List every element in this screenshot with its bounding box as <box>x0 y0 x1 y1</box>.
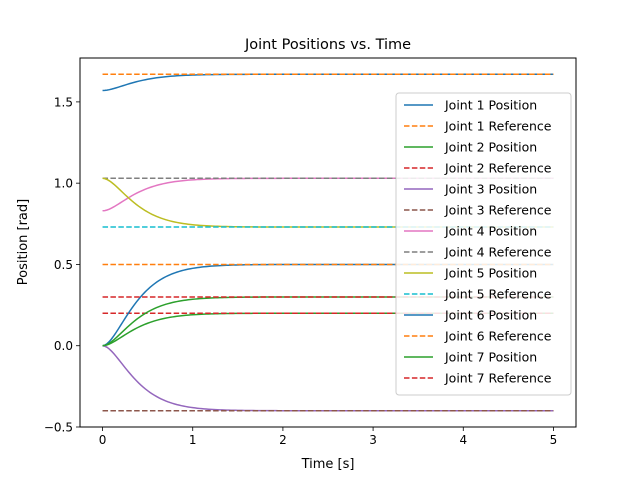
legend-label: Joint 6 Reference <box>444 329 552 344</box>
legend-label: Joint 3 Reference <box>444 203 552 218</box>
legend-label: Joint 6 Position <box>444 308 537 323</box>
x-tick-label: 4 <box>459 433 467 447</box>
legend: Joint 1 Position Joint 1 Reference Joint 2… <box>395 92 572 396</box>
chart-title: Joint Positions vs. Time <box>244 37 411 53</box>
legend-label: Joint 2 Position <box>444 140 537 155</box>
y-tick-label: 0.5 <box>54 258 73 272</box>
legend-label: Joint 4 Reference <box>444 245 552 260</box>
y-tick-label: 0.0 <box>54 339 73 353</box>
legend-label: Joint 5 Reference <box>444 287 552 302</box>
y-tick-label: −0.5 <box>44 421 73 435</box>
legend-box <box>395 92 572 396</box>
plot-frame <box>79 57 577 428</box>
y-tick-label: 1.0 <box>54 177 73 191</box>
legend-label: Joint 7 Reference <box>444 371 552 386</box>
legend-label: Joint 2 Reference <box>444 161 552 176</box>
y-tick-label: 1.5 <box>54 95 73 109</box>
legend-label: Joint 1 Reference <box>444 119 552 134</box>
x-tick-label: 1 <box>189 433 197 447</box>
x-tick-label: 2 <box>279 433 287 447</box>
y-axis-label: Position [rad] <box>16 199 31 285</box>
x-tick-label: 3 <box>369 433 377 447</box>
legend-label: Joint 3 Position <box>444 182 537 197</box>
legend-label: Joint 7 Position <box>444 350 537 365</box>
legend-label: Joint 5 Position <box>444 266 537 281</box>
legend-label: Joint 1 Position <box>444 98 537 113</box>
x-axis-ticks: 0 1 2 3 4 5 <box>99 427 558 447</box>
x-tick-label: 0 <box>99 433 107 447</box>
x-axis-label: Time [s] <box>301 457 355 472</box>
x-tick-label: 5 <box>550 433 558 447</box>
legend-label: Joint 4 Position <box>444 224 537 239</box>
y-axis-ticks: −0.5 0.0 0.5 1.0 1.5 <box>44 95 80 435</box>
